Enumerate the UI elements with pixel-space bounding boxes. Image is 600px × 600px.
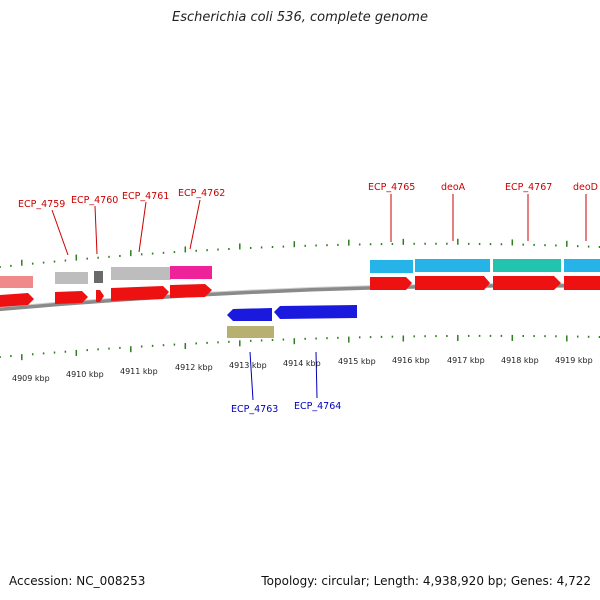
gene-ECP_4760[interactable] — [94, 271, 103, 283]
gene-label-ECP_4767: ECP_4767 — [505, 182, 552, 193]
kbp-tick-label: 4909 kbp — [12, 374, 50, 383]
cds-forward-arrow[interactable] — [564, 276, 600, 290]
outer-tick-ring — [0, 238, 600, 268]
accession-text: Accession: NC_008253 — [9, 574, 146, 588]
kbp-tick-label: 4912 kbp — [175, 363, 213, 372]
gene-label-ECP_4760: ECP_4760 — [71, 195, 118, 206]
cds-forward-arrow[interactable] — [111, 286, 169, 301]
gene-ECP_4762[interactable] — [170, 266, 212, 279]
kbp-tick-label: 4917 kbp — [447, 356, 485, 365]
gene-label-ECP_4763: ECP_4763 — [231, 404, 278, 415]
gene-label-ECP_4759: ECP_4759 — [18, 199, 65, 210]
kbp-tick-label: 4916 kbp — [392, 356, 430, 365]
gene-ECP_4759[interactable] — [55, 272, 88, 284]
inner-tick-ring — [0, 334, 600, 361]
map-title: Escherichia coli 536, complete genome — [172, 10, 428, 25]
gene-ECP_4761[interactable] — [111, 267, 171, 280]
kbp-tick-label: 4918 kbp — [501, 356, 539, 365]
gene-label-ECP_4765: ECP_4765 — [368, 182, 415, 193]
gene-label-ECP_4761: ECP_4761 — [122, 191, 169, 202]
kbp-tick-label: 4914 kbp — [283, 359, 321, 368]
kbp-tick-label: 4910 kbp — [66, 370, 104, 379]
cds-forward-arrow[interactable] — [96, 290, 104, 302]
gene-label-deoA: deoA — [441, 182, 466, 193]
gene-deoD[interactable] — [564, 259, 600, 272]
cds-forward-arrow[interactable] — [170, 284, 212, 298]
cds-reverse-arrow[interactable] — [227, 308, 272, 321]
cds-forward-arrow[interactable] — [55, 291, 88, 304]
gene-label-ECP_4764: ECP_4764 — [294, 401, 341, 412]
gene-ECP_4765[interactable] — [370, 260, 413, 273]
gene-label-ECP_4762: ECP_4762 — [178, 188, 225, 199]
kbp-tick-label: 4919 kbp — [555, 356, 593, 365]
cds-forward-arrow[interactable] — [0, 293, 34, 307]
cds-forward-arrow[interactable] — [415, 276, 490, 290]
bottom-label-leaders — [249, 351, 318, 401]
cds-forward-arrow[interactable] — [493, 276, 561, 290]
kbp-tick-label: 4915 kbp — [338, 357, 376, 366]
kbp-tick-label: 4911 kbp — [120, 367, 158, 376]
genome-summary-text: Topology: circular; Length: 4,938,920 bp… — [261, 574, 591, 588]
cds-reverse-arrow[interactable] — [274, 305, 357, 319]
gene-label-deoD: deoD — [573, 182, 598, 193]
cds-forward-arrow[interactable] — [370, 277, 412, 290]
gene-ECP_4767[interactable] — [493, 259, 561, 272]
gene-ECP_4763[interactable] — [227, 326, 274, 338]
top-label-leaders — [51, 194, 587, 256]
gene-ECP_4758-partial[interactable] — [0, 276, 33, 288]
kbp-tick-label: 4913 kbp — [229, 361, 267, 370]
gene-deoA[interactable] — [415, 259, 490, 272]
